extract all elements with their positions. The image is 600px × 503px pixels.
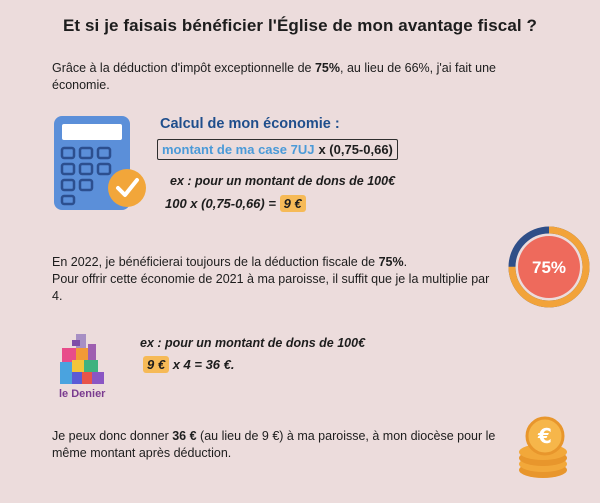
- example2-result: 9 € x 4 = 36 €.: [143, 356, 235, 373]
- gauge-label: 75%: [532, 258, 566, 277]
- computation-result: 9 €: [279, 195, 306, 212]
- formula-rest: x (0,75-0,66): [318, 142, 393, 157]
- percent-gauge: 75%: [508, 226, 590, 308]
- calc-heading: Calcul de mon économie :: [160, 116, 340, 132]
- calc-computation: 100 x (0,75-0,66) = 9 €: [165, 195, 306, 212]
- intro-after: , au lieu de 66%, j'ai fait une économie…: [52, 61, 496, 92]
- denier-logo: [60, 334, 104, 384]
- calculator-check-icon: [54, 116, 146, 210]
- year2022-after: .: [403, 255, 408, 269]
- example2-line: ex : pour un montant de dons de 100€: [140, 336, 366, 350]
- formula-blue: montant de ma case 7UJ: [162, 142, 315, 157]
- year2022-bold: 75%: [378, 255, 404, 269]
- conclusion-before: Je peux donc donner: [52, 429, 173, 443]
- example2-rest: x 4 = 36 €.: [169, 357, 235, 372]
- euro-coins-icon: €: [519, 416, 567, 478]
- year2022-line2: Pour offrir cette économie de 2021 à ma …: [52, 272, 490, 303]
- intro-before: Grâce à la déduction d'impôt exceptionne…: [52, 61, 315, 75]
- intro-text: Grâce à la déduction d'impôt exceptionne…: [52, 60, 552, 94]
- calc-example: ex : pour un montant de dons de 100€: [170, 174, 396, 188]
- year2022-before: En 2022, je bénéficierai toujours de la …: [52, 255, 379, 269]
- conclusion-text: Je peux donc donner 36 € (au lieu de 9 €…: [52, 428, 502, 462]
- intro-bold: 75%: [314, 61, 341, 75]
- computation-text: 100 x (0,75-0,66) =: [165, 196, 280, 211]
- conclusion-bold: 36 €: [172, 429, 197, 443]
- formula-box: montant de ma case 7UJ x (0,75-0,66): [157, 139, 398, 160]
- year2022-text: En 2022, je bénéficierai toujours de la …: [52, 254, 497, 305]
- page-title: Et si je faisais bénéficier l'Église de …: [62, 16, 538, 35]
- example2-highlight: 9 €: [143, 356, 170, 373]
- denier-label: le Denier: [59, 388, 106, 400]
- svg-text:€: €: [537, 424, 552, 448]
- conclusion-after: (au lieu de 9 €) à ma paroisse, à mon di…: [52, 429, 496, 460]
